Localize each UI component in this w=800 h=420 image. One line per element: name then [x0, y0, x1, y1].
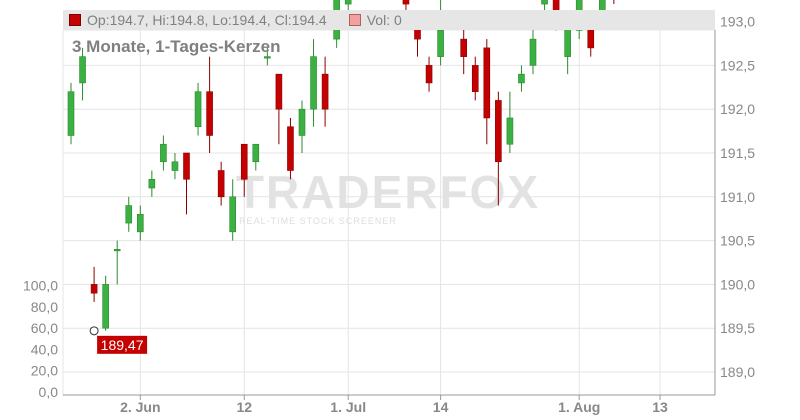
- axes: 189,0 189,5 190,0 190,5 191,0 191,5 192,0 192,5…: [23, 14, 755, 415]
- y-right-tick-label: 192,0: [720, 101, 755, 117]
- candle-body: [183, 152, 190, 180]
- y-right-tick-label: 189,5: [720, 320, 755, 336]
- candle-body: [217, 170, 225, 198]
- candle-body: [344, 0, 352, 5]
- candle-body: [252, 143, 260, 163]
- y-left-tick-label: 0,0: [39, 384, 59, 400]
- candle-body: [310, 56, 317, 110]
- y-left-tick-label: 20,0: [31, 363, 58, 379]
- candle-body: [437, 30, 444, 57]
- candle-body: [264, 56, 271, 59]
- y-left-tick-label: 40,0: [31, 341, 58, 357]
- candle-body: [160, 143, 167, 163]
- candle-body: [206, 91, 213, 136]
- candle-body: [425, 65, 433, 84]
- candle-body: [171, 161, 179, 171]
- y-right-tick-label: 190,5: [720, 233, 755, 249]
- volume-readout: Vol: 0: [366, 12, 402, 28]
- candle-body: [79, 56, 86, 84]
- candle-body: [229, 196, 236, 233]
- x-tick-label: 2. Jun: [120, 399, 160, 415]
- candle-body: [321, 73, 329, 110]
- candle-body: [298, 108, 306, 136]
- candle-body: [506, 117, 514, 145]
- watermark-text: TRADERFOX: [236, 166, 540, 218]
- x-tick-label: 12: [236, 399, 252, 415]
- volume-legend-icon: [348, 14, 361, 26]
- candle-body: [113, 249, 121, 252]
- candle-body: [471, 65, 479, 92]
- candle-body: [483, 47, 491, 119]
- y-right-tick-label: 189,0: [720, 364, 755, 380]
- x-tick-label: 14: [433, 399, 449, 415]
- candle-body: [495, 100, 502, 163]
- extreme-label-text: 189,47: [101, 337, 144, 353]
- candle-body: [402, 0, 410, 5]
- y-right-tick-label: 192,5: [720, 57, 755, 73]
- y-right-tick-label: 193,0: [720, 14, 755, 30]
- y-right-tick-label: 190,0: [720, 276, 755, 292]
- y-right-tick-label: 191,5: [720, 145, 755, 161]
- chart-subtitle: 3 Monate, 1-Tages-Kerzen: [72, 37, 281, 56]
- candle-body: [460, 38, 468, 57]
- info-bar: Op:194.7, Hi:194.8, Lo:194.4, Cl:194.4 V…: [63, 10, 715, 30]
- candle-body: [518, 73, 525, 84]
- candle-body: [541, 0, 548, 5]
- candle-body: [240, 143, 248, 180]
- candle-body: [194, 91, 202, 128]
- watermark: TRADERFOX REAL-TIME STOCK SCREENER: [236, 166, 540, 226]
- extreme-label-box: [97, 335, 148, 354]
- watermark-subtext: REAL-TIME STOCK SCREENER: [239, 216, 397, 226]
- annotations: 195,61189,47: [89, 326, 148, 354]
- candle-body: [148, 178, 156, 189]
- candle-legend-icon: [69, 14, 81, 26]
- y-left-tick-label: 100,0: [23, 278, 58, 294]
- y-right-tick-label: 191,0: [720, 189, 755, 205]
- x-tick-label: 13: [652, 399, 668, 415]
- candles-group: [67, 0, 615, 331]
- y-left-tick-label: 80,0: [31, 299, 58, 315]
- x-tick-label: 1. Aug: [558, 399, 600, 415]
- candle-body: [529, 38, 537, 66]
- candle-body: [67, 91, 75, 136]
- candle-body: [102, 284, 109, 329]
- ohlc-readout: Op:194.7, Hi:194.8, Lo:194.4, Cl:194.4: [87, 12, 327, 28]
- x-tick-label: 1. Jul: [330, 399, 366, 415]
- candle-body: [275, 73, 283, 110]
- candle-body: [287, 126, 294, 171]
- candle-body: [90, 284, 98, 294]
- extreme-marker: [89, 326, 99, 336]
- y-left-tick-label: 60,0: [31, 320, 58, 336]
- candle-body: [137, 214, 144, 233]
- candle-body: [125, 205, 133, 224]
